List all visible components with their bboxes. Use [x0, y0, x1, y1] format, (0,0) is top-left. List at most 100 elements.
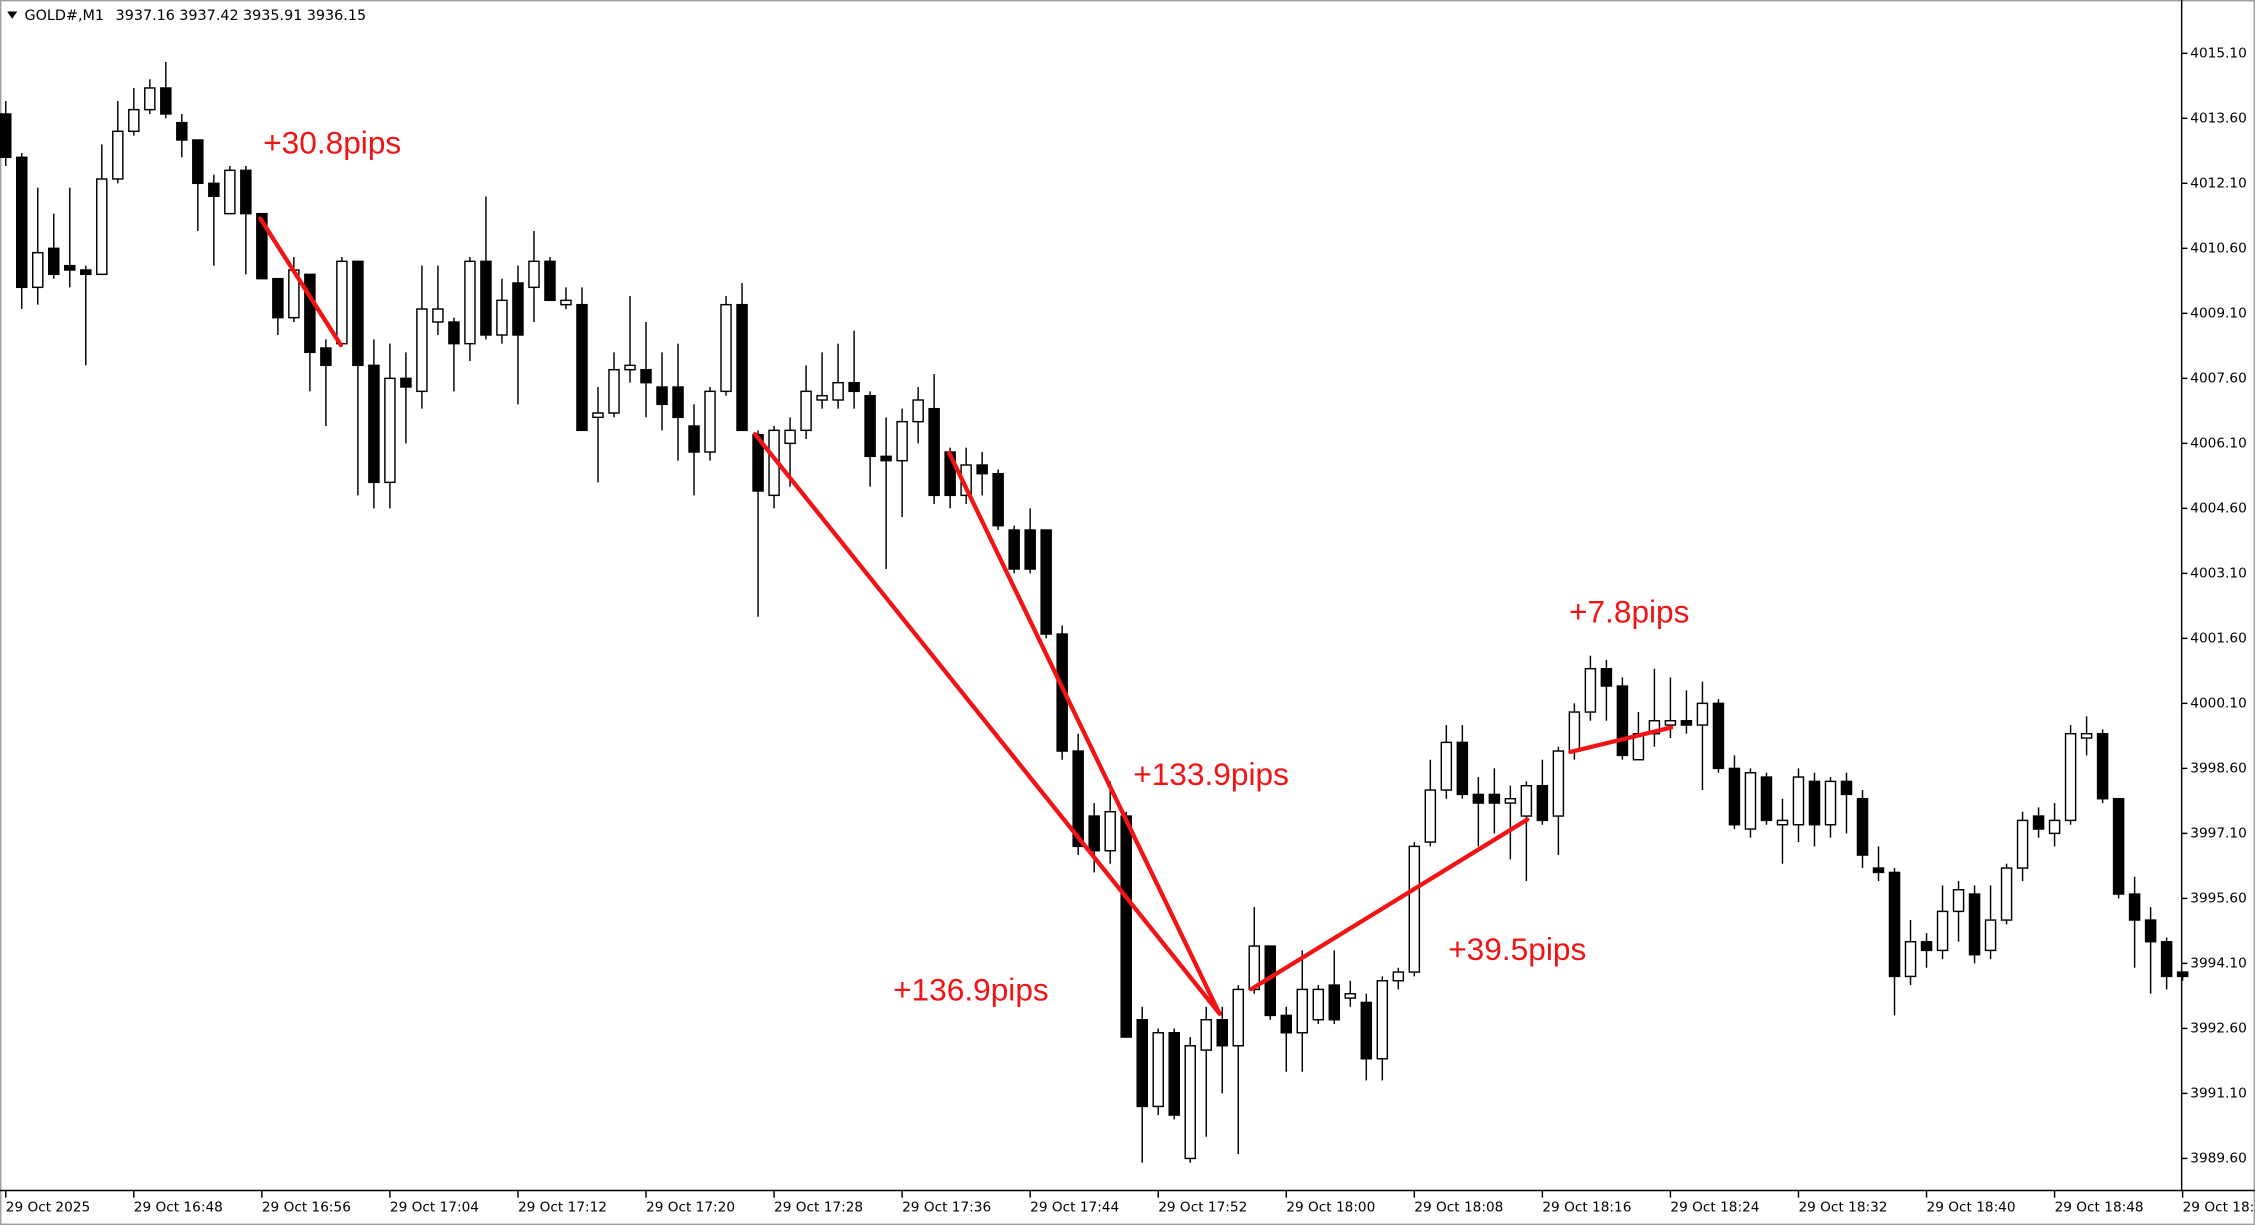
candle-body	[1824, 780, 1837, 826]
candle-body	[16, 156, 28, 289]
candle-body	[1664, 719, 1677, 726]
candle-body	[336, 260, 348, 345]
y-tick-label: 4015.10	[2190, 45, 2246, 61]
candle-body	[1488, 793, 1501, 804]
candle-body	[1712, 702, 1725, 770]
candle-body	[1872, 867, 1885, 874]
x-tick-label: 29 Oct 17:36	[902, 1200, 991, 1216]
candle-body	[368, 364, 380, 484]
candle-body	[992, 472, 1004, 527]
candle-body	[1456, 741, 1469, 796]
candle-body	[2048, 819, 2061, 835]
candle-body	[1920, 941, 1933, 952]
x-tick-label: 29 Oct 2025	[6, 1200, 90, 1216]
candle-body	[1504, 797, 1517, 804]
candle-body	[1104, 811, 1116, 852]
candle-body	[1232, 988, 1245, 1047]
candle-body	[512, 282, 524, 336]
candle-body	[448, 321, 460, 345]
candle-body	[352, 260, 364, 367]
candle-body	[1888, 871, 1901, 978]
y-tick-label: 3997.10	[2190, 825, 2246, 841]
candle-body	[112, 130, 124, 180]
candles	[0, 61, 2189, 1163]
candle-body	[2064, 732, 2077, 822]
candle-body	[912, 399, 924, 423]
candle-body	[144, 87, 156, 111]
y-tick-label: 4009.10	[2190, 305, 2246, 321]
trend-line	[258, 216, 343, 348]
header-price: 3937.42	[179, 8, 238, 24]
candle-body	[2128, 893, 2141, 921]
candle-body	[1536, 784, 1549, 822]
candle-body	[880, 455, 892, 462]
candle-body	[2080, 732, 2093, 739]
candle-body	[1152, 1032, 1164, 1108]
y-tick-label: 3992.60	[2190, 1020, 2246, 1036]
y-tick-label: 4007.60	[2190, 370, 2246, 386]
x-tick-label: 29 Oct 18:24	[1670, 1200, 1759, 1216]
candle-body	[1408, 845, 1421, 973]
y-tick-label: 3989.60	[2190, 1150, 2246, 1166]
candle-body	[2112, 797, 2125, 895]
candle-body	[848, 381, 860, 393]
candle-body	[2144, 919, 2157, 943]
candle-body	[1568, 711, 1581, 752]
candle-body	[432, 308, 444, 323]
candle-body	[1808, 780, 1821, 826]
candle-body	[832, 381, 844, 401]
annotation: +136.9pips	[893, 971, 1049, 1007]
candle-body	[2016, 819, 2029, 869]
candle-body	[1520, 784, 1533, 817]
x-tick-label: 29 Oct 17:20	[646, 1200, 735, 1216]
candle-body	[1616, 685, 1629, 757]
header-symbol: GOLD#,M1	[24, 8, 104, 24]
candle-body	[1216, 1019, 1228, 1047]
annotation: +39.5pips	[1448, 931, 1586, 967]
x-tick-label: 29 Oct 16:56	[262, 1200, 351, 1216]
candle-body	[1792, 776, 1805, 826]
trend-line	[1568, 725, 1674, 755]
annotation: +30.8pips	[263, 125, 401, 161]
candle-body	[400, 377, 412, 388]
candle-body	[1584, 667, 1597, 713]
candle-body	[800, 390, 812, 432]
y-tick-label: 4012.10	[2190, 175, 2246, 191]
x-tick-label: 29 Oct 18:5	[2183, 1200, 2255, 1216]
candle-body	[784, 429, 796, 445]
candle-body	[80, 269, 92, 276]
candle-body	[1120, 815, 1132, 1038]
candle-body	[1952, 889, 1965, 913]
annotation: +133.9pips	[1133, 756, 1289, 792]
x-tick-label: 29 Oct 17:28	[774, 1200, 863, 1216]
candle-body	[272, 277, 284, 319]
candle-body	[1360, 1001, 1373, 1060]
y-tick-label: 4010.60	[2190, 240, 2246, 256]
candle-body	[1840, 780, 1853, 796]
candle-body	[0, 113, 12, 159]
candle-body	[720, 303, 732, 393]
x-tick-label: 29 Oct 17:04	[390, 1200, 479, 1216]
candle-body	[672, 386, 684, 419]
candle-body	[2000, 867, 2013, 921]
candle-body	[1200, 1019, 1212, 1051]
candle-body	[1024, 529, 1036, 570]
candle-body	[48, 247, 60, 276]
candle-body	[304, 273, 316, 354]
candle-body	[1056, 633, 1068, 752]
candle-body	[1168, 1032, 1180, 1116]
x-tick-label: 29 Oct 16:48	[134, 1200, 223, 1216]
candle-body	[208, 182, 220, 198]
candle-body	[1760, 776, 1773, 822]
y-tick-label: 3991.10	[2190, 1085, 2246, 1101]
candle-body	[656, 386, 668, 406]
candle-body	[1984, 919, 1997, 952]
candle-body	[2176, 971, 2189, 978]
candle-body	[1728, 767, 1741, 826]
x-tick-label: 29 Oct 18:40	[1927, 1200, 2016, 1216]
candle-body	[1600, 667, 1613, 687]
candle-body	[1088, 815, 1100, 852]
candle-body	[224, 169, 236, 215]
candle-body	[544, 260, 556, 302]
menu-arrow[interactable]	[7, 11, 18, 19]
